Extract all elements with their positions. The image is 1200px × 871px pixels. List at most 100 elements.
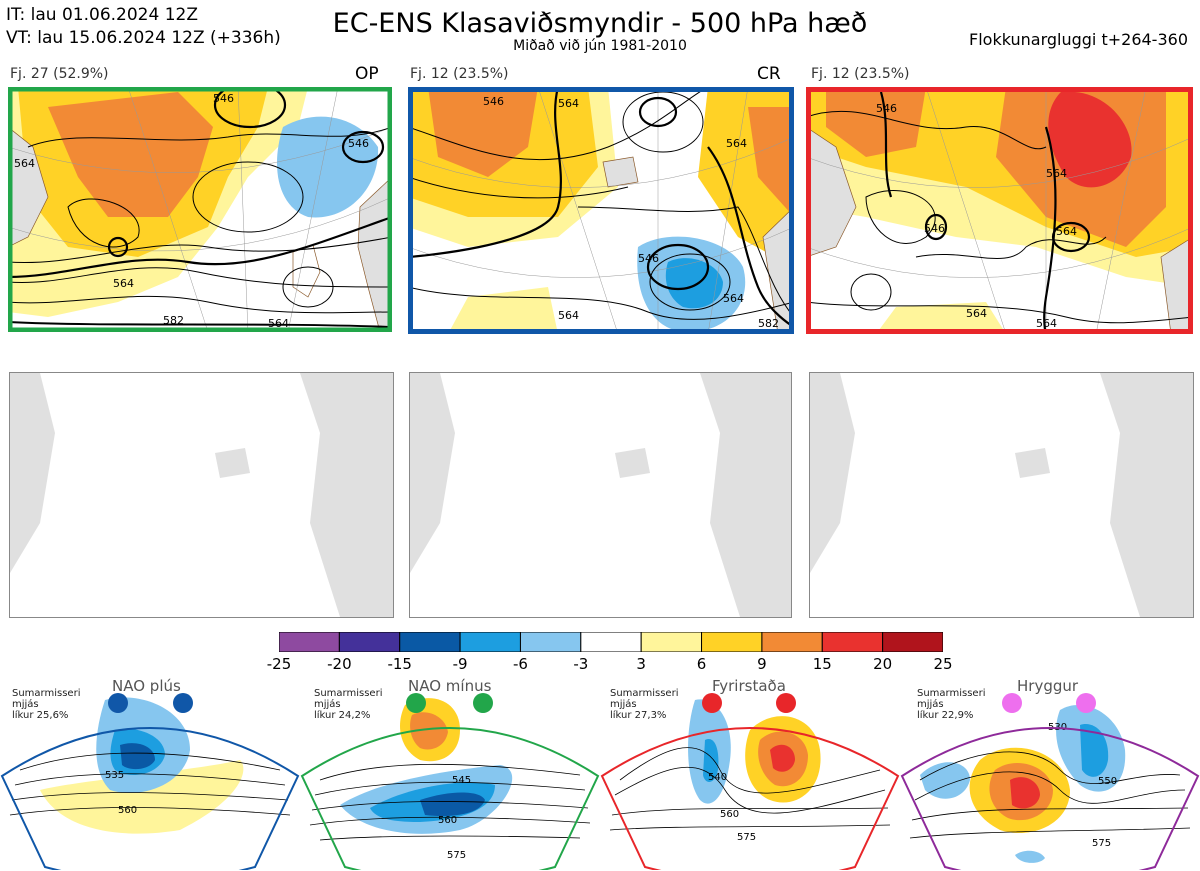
colorbar-swatch	[278, 631, 340, 653]
contour-label: 560	[720, 809, 739, 820]
graticule	[408, 87, 794, 334]
months-label: mjjás	[917, 699, 944, 710]
regime-2-info: Sumarmisseri mjjás líkur 24,2%	[314, 688, 382, 721]
colorbar-swatch	[399, 631, 461, 653]
colorbar-tick-label: -6	[512, 655, 528, 673]
colorbar-swatch	[821, 631, 884, 653]
colorbar-tick-label: 9	[757, 655, 767, 673]
colorbar-swatch	[761, 631, 823, 653]
contour-label: 575	[1092, 838, 1111, 849]
contour-label: 564	[726, 137, 747, 150]
cluster-map-1: 564 582 564 546 564 546	[8, 87, 392, 332]
probability-label: líkur 27,3%	[610, 710, 667, 721]
regime-3-info: Sumarmisseri mjjás líkur 27,3%	[610, 688, 678, 721]
empty-map-3	[809, 372, 1194, 618]
land	[806, 126, 1193, 334]
regime-map-ridge: 530 550 575	[900, 690, 1200, 870]
bold-contours	[408, 87, 794, 328]
regime-marker	[1002, 693, 1022, 713]
regime-border	[600, 727, 900, 870]
cluster-1-label: Fj. 27 (52.9%)	[10, 66, 109, 82]
cluster-map-3: 564 546 564 564 564 546	[806, 87, 1193, 334]
regime-marker	[473, 693, 493, 713]
colorbar-tick-label: 15	[812, 655, 832, 673]
empty-map-1	[9, 372, 394, 618]
chart-title: EC-ENS Klasaviðsmyndir - 500 hPa hæð	[332, 8, 868, 39]
regime-map-blocking: 540 560 575	[600, 690, 900, 870]
regime-marker	[1076, 693, 1096, 713]
regime-border	[0, 727, 300, 870]
regime-marker	[406, 693, 426, 713]
contour-label: 546	[348, 137, 369, 150]
colorbar-tick-label: -15	[387, 655, 412, 673]
season-label: Sumarmisseri	[314, 688, 383, 699]
colorbar-swatch	[701, 631, 763, 653]
contour-label: 560	[438, 815, 457, 826]
colorbar-tick-label: 25	[933, 655, 953, 673]
colorbar-tick-label: -9	[452, 655, 468, 673]
colorbar-tick-label: 6	[696, 655, 707, 673]
cluster-1-border	[8, 87, 392, 332]
cluster-2-border	[408, 87, 794, 334]
contour-label: 560	[118, 805, 137, 816]
regime-marker	[173, 693, 193, 713]
contour-label: 564	[1036, 317, 1057, 330]
colorbar-swatch	[459, 631, 521, 653]
season-label: Sumarmisseri	[917, 688, 986, 699]
contour-label: 564	[723, 292, 744, 305]
colorbar-tick-label: 20	[873, 655, 893, 673]
colorbar-tick-label: -25	[266, 655, 292, 673]
contour-label: 540	[708, 772, 727, 783]
contour-label: 582	[758, 317, 779, 330]
contour-label: 546	[876, 102, 897, 115]
contour-label: 564	[966, 307, 987, 320]
contour-label: 545	[452, 775, 471, 786]
regime-border	[900, 727, 1200, 870]
cluster-2-tag: CR	[757, 64, 781, 84]
regime-marker	[108, 693, 128, 713]
contour-label: 564	[113, 277, 134, 290]
months-label: mjjás	[314, 699, 341, 710]
cluster-map-2: 564 564 546 564 564 546 582	[408, 87, 794, 334]
contour-label: 535	[105, 770, 124, 781]
regime-map-nao-minus: 545 560 575	[300, 690, 600, 870]
colorbar-swatch	[640, 631, 703, 653]
cluster-3-border	[806, 87, 1193, 334]
height-contours	[8, 126, 392, 328]
regime-1-info: Sumarmisseri mjjás líkur 25,6%	[12, 688, 80, 721]
regime-marker	[776, 693, 796, 713]
contour-label: 564	[1046, 167, 1067, 180]
contour-label: 546	[638, 252, 659, 265]
empty-map-2	[409, 372, 792, 618]
regime-marker	[702, 693, 722, 713]
chart-subtitle: Miðað við jún 1981-2010	[513, 38, 687, 54]
colorbar-swatch	[338, 631, 401, 653]
regime-map-nao-plus: 535 560	[0, 690, 300, 870]
bold-contours	[8, 87, 392, 279]
regime-border	[300, 727, 600, 870]
colorbar-swatch	[580, 631, 642, 653]
colorbar-tick-label: -20	[327, 655, 352, 673]
contour-label: 582	[163, 314, 184, 327]
probability-label: líkur 24,2%	[314, 710, 371, 721]
colorbar-tick-label: -3	[573, 655, 589, 673]
season-label: Sumarmisseri	[12, 688, 81, 699]
regime-4-info: Sumarmisseri mjjás líkur 22,9%	[917, 688, 985, 721]
regime-3-name: Fyrirstaða	[712, 677, 786, 695]
probability-label: líkur 25,6%	[12, 710, 69, 721]
contour-label: 564	[14, 157, 35, 170]
graticule	[8, 87, 392, 332]
contour-label: 564	[1056, 225, 1077, 238]
contour-label: 546	[483, 95, 504, 108]
regime-1-name: NAO plús	[112, 677, 181, 695]
months-label: mjjás	[610, 699, 637, 710]
bold-contours	[879, 91, 1091, 334]
cluster-1-tag: OP	[355, 64, 379, 84]
colorbar-swatch	[882, 631, 944, 653]
contour-label: 575	[447, 850, 466, 861]
contour-label: 564	[558, 309, 579, 322]
valid-time: VT: lau 15.06.2024 12Z (+336h)	[6, 28, 281, 48]
regime-2-name: NAO mínus	[408, 677, 492, 695]
cluster-3-label: Fj. 12 (23.5%)	[811, 66, 910, 82]
cluster-2-label: Fj. 12 (23.5%)	[410, 66, 509, 82]
